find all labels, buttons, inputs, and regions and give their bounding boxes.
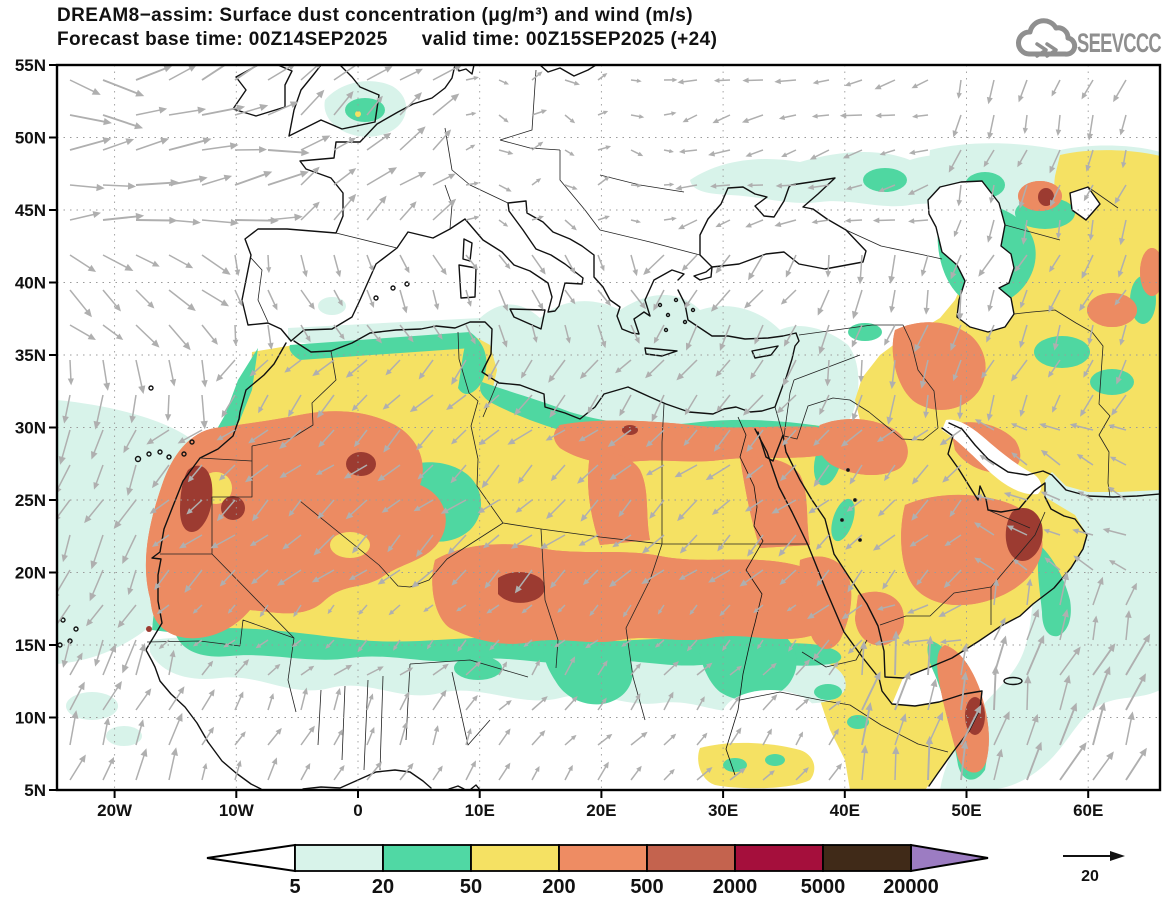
- wind-reference-legend: 20: [1063, 851, 1125, 885]
- colorbar-tick-label: 5: [289, 876, 300, 898]
- colorbar-segment: [294, 844, 384, 872]
- colorbar-above-max-arrow: [910, 843, 989, 873]
- logo-text: SEEVCCC: [1077, 28, 1161, 58]
- lat-tick-label: 5N: [24, 781, 46, 800]
- colorbar-tick-label: 500: [630, 876, 663, 898]
- colorbar-tick-label: 200: [542, 876, 575, 898]
- colorbar-tick-label: 2000: [713, 876, 758, 898]
- lon-tick-label: 10W: [219, 801, 255, 820]
- dust-colorbar: 5 20 50 200 500 2000 5000 20000: [206, 843, 989, 898]
- colorbar-tick-label: 20: [372, 876, 394, 898]
- lon-tick-label: 0: [353, 801, 362, 820]
- colorbar-tick-label: 20000: [883, 876, 939, 898]
- country-borders-layer: [146, 69, 1119, 771]
- dust-fill-layer: [58, 81, 1159, 789]
- wind-reference-value: 20: [1081, 868, 1099, 885]
- colorbar-segment: [734, 844, 824, 872]
- lat-tick-label: 40N: [15, 274, 46, 293]
- logo-cloud-icon: [1016, 18, 1078, 57]
- colorbar-segment: [382, 844, 472, 872]
- lat-tick-label: 10N: [15, 709, 46, 728]
- forecast-time-line: Forecast base time: 00Z14SEP2025 valid t…: [57, 29, 718, 50]
- seevccc-logo: SEEVCCC: [1016, 18, 1162, 58]
- lon-tick-label: 20E: [586, 801, 616, 820]
- lat-tick-label: 15N: [15, 636, 46, 655]
- logo-chevrons-icon: [1035, 42, 1058, 58]
- colorbar-tick-label: 50: [460, 876, 482, 898]
- lat-tick-label: 55N: [15, 56, 46, 75]
- axis-ticks-and-labels: 55N 50N 45N 40N 35N 30N 25N 20N 15N 10N 5N 20W 10W 0 1…: [15, 56, 1104, 820]
- colorbar-segment: [558, 844, 648, 872]
- lon-tick-label: 60E: [1073, 801, 1103, 820]
- lat-tick-label: 45N: [15, 201, 46, 220]
- lat-tick-label: 30N: [15, 419, 46, 438]
- colorbar-below-min-arrow: [206, 843, 296, 873]
- lat-tick-label: 35N: [15, 346, 46, 365]
- lon-tick-label: 10E: [465, 801, 495, 820]
- lon-tick-label: 30E: [708, 801, 738, 820]
- lat-tick-label: 50N: [15, 129, 46, 148]
- colorbar-segment: [822, 844, 912, 872]
- lon-tick-label: 40E: [830, 801, 860, 820]
- lon-tick-label: 20W: [97, 801, 133, 820]
- nile-river: [725, 416, 764, 776]
- lat-tick-label: 25N: [15, 491, 46, 510]
- colorbar-tick-label: 5000: [801, 876, 846, 898]
- colorbar-segment: [470, 844, 560, 872]
- lon-tick-label: 50E: [951, 801, 981, 820]
- wind-arrow-layer: [58, 66, 1151, 781]
- lat-tick-label: 20N: [15, 564, 46, 583]
- figure-title: DREAM8−assim: Surface dust concentration…: [57, 5, 693, 26]
- colorbar-segment: [646, 844, 736, 872]
